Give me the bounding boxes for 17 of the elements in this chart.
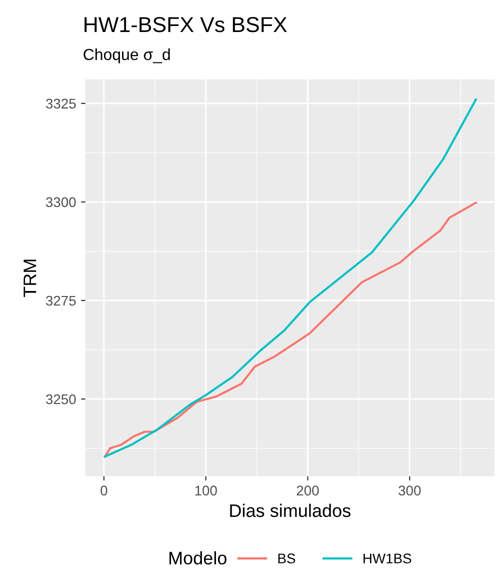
y-tick-label: 3250 <box>46 394 76 404</box>
x-tick-label: 100 <box>195 486 217 496</box>
y-tick-label: 3300 <box>46 197 76 208</box>
x-tick-label: 0 <box>100 486 108 496</box>
y-axis-title: TRM <box>24 260 36 297</box>
x-axis-title: Dias simulados <box>230 504 350 518</box>
line-series <box>104 98 477 458</box>
x-tick-label: 200 <box>296 486 319 496</box>
x-tick-label: 300 <box>398 486 421 496</box>
legend-title: Modelo <box>169 551 226 565</box>
line-series <box>104 202 477 458</box>
legend-label: HW1BS <box>364 554 412 564</box>
y-tick-label: 3275 <box>46 296 76 306</box>
chart-title: HW1-BSFX Vs BSFX <box>84 16 287 32</box>
y-tick-label: 3325 <box>46 98 76 109</box>
legend-label: BS <box>278 554 296 564</box>
chart-subtitle: Choque σ_d <box>84 48 170 64</box>
